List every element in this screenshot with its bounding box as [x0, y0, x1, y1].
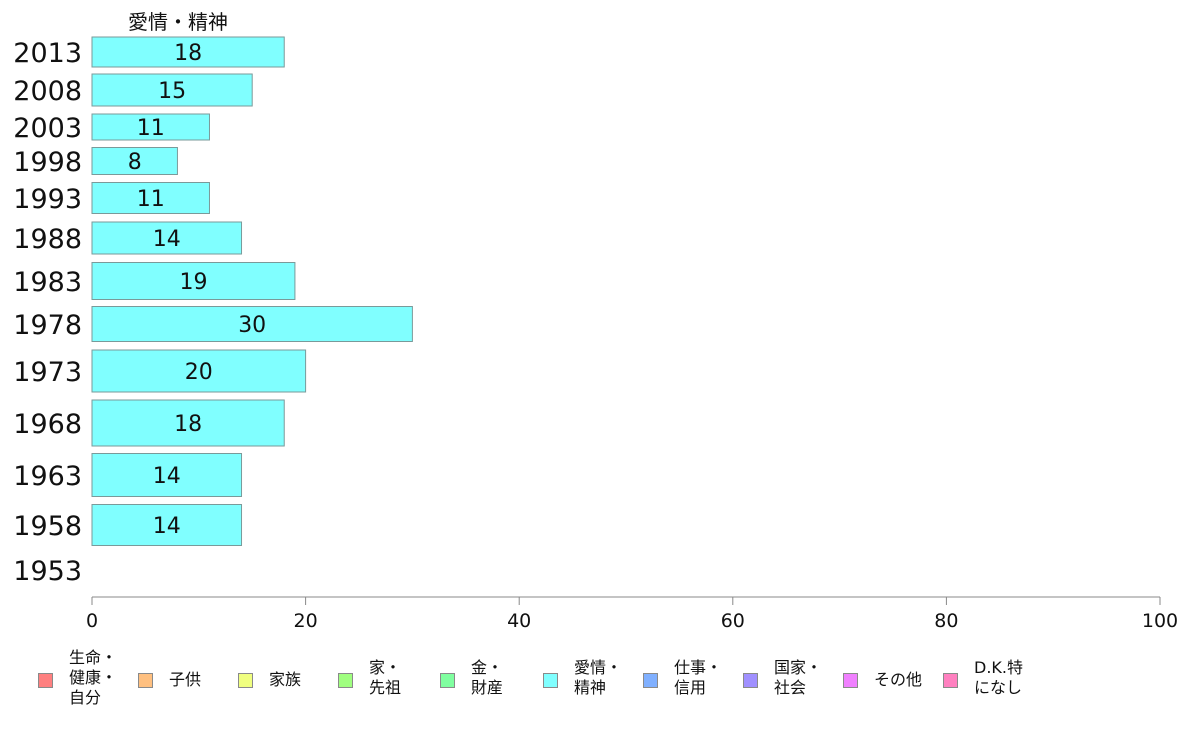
x-tick-label: 40 — [507, 610, 531, 632]
data-label: 19 — [179, 270, 207, 295]
legend-item: 国家・ 社会 — [743, 648, 822, 698]
data-label: 14 — [153, 514, 181, 539]
legend-swatch — [440, 673, 455, 688]
legend-swatch — [338, 673, 353, 688]
data-label: 11 — [137, 187, 165, 212]
legend-swatch — [38, 673, 53, 688]
legend-item: 生命・ 健康・ 自分 — [38, 648, 117, 708]
data-label: 18 — [174, 41, 202, 66]
legend-label: 家・ 先祖 — [369, 658, 402, 697]
legend-item: 金・ 財産 — [440, 648, 503, 698]
data-label: 30 — [238, 313, 266, 338]
bar — [91, 182, 210, 214]
category-label: 1958 — [13, 511, 82, 542]
legend-item: 子供 — [138, 648, 201, 690]
category-label: 1998 — [13, 147, 82, 178]
legend-swatch — [238, 673, 253, 688]
data-label: 8 — [128, 150, 142, 175]
data-label: 14 — [153, 227, 181, 252]
category-label: 1953 — [13, 556, 82, 587]
legend-item: 愛情・ 精神 — [543, 648, 622, 698]
data-label: 15 — [158, 79, 186, 104]
legend-label: その他 — [874, 670, 923, 689]
legend-label: D.K.特 になし — [974, 658, 1023, 697]
legend-label: 金・ 財産 — [471, 658, 504, 697]
category-label: 1993 — [13, 184, 82, 215]
bar — [91, 36, 285, 68]
legend-item: その他 — [843, 648, 922, 690]
legend-label: 国家・ 社会 — [774, 658, 823, 697]
bar — [91, 504, 243, 546]
category-label: 2003 — [13, 113, 82, 144]
category-label: 1963 — [13, 461, 82, 492]
legend-label: 仕事・ 信用 — [674, 658, 723, 697]
legend-label: 子供 — [169, 670, 202, 689]
data-label: 14 — [153, 464, 181, 489]
category-label: 1973 — [13, 357, 82, 388]
category-label: 1968 — [13, 409, 82, 440]
data-label: 11 — [137, 116, 165, 141]
chart-panel-title: 愛情・精神 — [128, 10, 228, 34]
legend-swatch — [138, 673, 153, 688]
x-tick-label: 60 — [721, 610, 745, 632]
legend-label: 家族 — [269, 670, 302, 689]
legend-swatch — [943, 673, 958, 688]
legend-swatch — [843, 673, 858, 688]
category-label: 2013 — [13, 38, 82, 69]
data-label: 18 — [174, 412, 202, 437]
bar — [91, 349, 307, 393]
bar — [91, 399, 285, 447]
bar — [91, 306, 413, 342]
legend-item: 家族 — [238, 648, 301, 690]
x-tick-label: 20 — [294, 610, 318, 632]
legend-item: D.K.特 になし — [943, 648, 1023, 698]
bar — [91, 147, 178, 175]
x-tick-label: 100 — [1142, 610, 1178, 632]
x-tick-label: 80 — [934, 610, 958, 632]
category-label: 1988 — [13, 224, 82, 255]
data-label: 20 — [185, 360, 213, 385]
legend-label: 生命・ 健康・ 自分 — [69, 648, 118, 707]
category-label: 2008 — [13, 76, 82, 107]
chart-legend: 生命・ 健康・ 自分 子供 家族 家・ 先祖 金・ 財産 愛情・ 精神 仕事・ 信用 国家・ … — [38, 648, 1178, 718]
x-tick-label: 0 — [86, 610, 98, 632]
legend-swatch — [643, 673, 658, 688]
category-label: 1978 — [13, 310, 82, 341]
bar — [91, 221, 243, 255]
legend-item: 仕事・ 信用 — [643, 648, 722, 698]
bar — [91, 113, 210, 141]
bar — [91, 453, 243, 497]
legend-swatch — [743, 673, 758, 688]
legend-swatch — [543, 673, 558, 688]
legend-item: 家・ 先祖 — [338, 648, 401, 698]
category-label: 1983 — [13, 267, 82, 298]
bar — [91, 262, 296, 300]
bar — [91, 73, 253, 107]
legend-label: 愛情・ 精神 — [574, 658, 623, 697]
